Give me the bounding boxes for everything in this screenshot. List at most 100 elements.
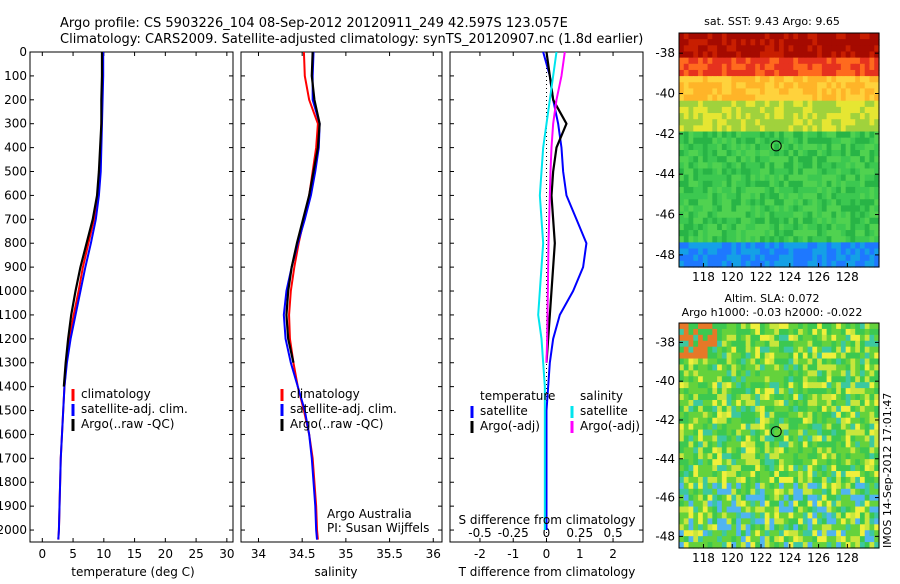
map-cell	[826, 125, 832, 133]
map-cell	[712, 340, 718, 348]
map-cell	[859, 435, 866, 443]
map-cell	[826, 217, 832, 225]
map-cell	[845, 51, 852, 59]
map-cell	[683, 334, 690, 342]
map-cell	[702, 242, 709, 250]
map-cell	[817, 236, 823, 243]
map-cell	[831, 254, 837, 262]
map-cell	[726, 180, 732, 188]
map-cell	[855, 150, 861, 157]
map-cell	[698, 174, 704, 182]
map-cell	[864, 100, 871, 108]
map-cell	[750, 39, 756, 46]
map-cell	[850, 174, 856, 182]
map-cell	[702, 45, 709, 53]
map-cell	[850, 388, 856, 395]
map-cell	[702, 113, 709, 120]
map-cell	[712, 45, 718, 53]
legend-label: climatology	[290, 387, 360, 401]
map-cell	[745, 113, 752, 120]
map-cell	[817, 494, 823, 502]
map-cell	[745, 51, 752, 59]
map-cell	[793, 494, 799, 502]
map-cell	[740, 429, 747, 437]
map-cell	[702, 429, 709, 437]
map-cell	[840, 524, 847, 531]
map-cell	[831, 63, 837, 71]
map-cell	[721, 435, 728, 443]
map-cell	[769, 242, 775, 250]
map-cell	[826, 100, 832, 108]
map-cell	[693, 417, 699, 425]
map-cell	[740, 76, 747, 83]
map-cell	[840, 358, 847, 366]
map-cell	[702, 230, 709, 237]
map-cell	[864, 370, 871, 377]
map-cell	[707, 51, 713, 59]
map-cell	[859, 69, 866, 77]
map-cell	[840, 346, 847, 354]
map-cell	[802, 236, 809, 243]
map-cell	[731, 94, 737, 102]
map-cell	[859, 88, 866, 96]
map-cell	[721, 248, 728, 256]
map-cell	[736, 530, 742, 537]
map-cell	[731, 435, 737, 443]
map-cell	[836, 193, 842, 200]
map-cell	[769, 260, 775, 268]
sst-map-title: sat. SST: 9.43 Argo: 9.65	[704, 15, 840, 28]
map-cell	[688, 340, 694, 348]
map-cell	[769, 113, 775, 120]
map-cell	[740, 39, 747, 46]
map-cell	[779, 106, 785, 114]
map-cell	[874, 193, 880, 200]
map-cell	[759, 217, 766, 225]
map-cell	[859, 106, 866, 114]
map-cell	[726, 254, 732, 262]
map-cell	[874, 217, 880, 225]
map-cell	[683, 76, 690, 83]
map-cell	[793, 33, 799, 40]
map-cell	[702, 376, 709, 383]
map-cell	[712, 242, 718, 250]
map-cell	[850, 88, 856, 96]
map-cell	[826, 137, 832, 145]
map-cell	[750, 180, 756, 188]
map-cell	[864, 328, 871, 336]
map-cell	[783, 352, 790, 360]
map-cell	[850, 39, 856, 46]
map-cell	[712, 248, 718, 256]
map-cell	[831, 156, 837, 163]
map-cell	[836, 323, 842, 330]
map-cell	[817, 254, 823, 262]
map-cell	[788, 180, 794, 188]
map-cell	[717, 211, 723, 219]
map-cell	[798, 459, 804, 466]
map-cell	[688, 205, 694, 213]
map-cell	[779, 334, 785, 342]
map-cell	[750, 524, 756, 531]
map-cell	[788, 364, 794, 371]
map-cell	[788, 512, 794, 519]
map-cell	[764, 364, 771, 371]
map-cell	[869, 352, 875, 360]
map-cell	[712, 51, 718, 59]
map-cell	[707, 137, 713, 145]
map-cell	[845, 193, 852, 200]
map-cell	[807, 223, 813, 231]
map-cell	[783, 500, 790, 508]
map-cell	[679, 399, 685, 407]
map-cell	[764, 236, 771, 243]
map-cell	[836, 186, 842, 194]
map-cell	[769, 506, 775, 514]
map-cell	[864, 45, 871, 53]
map-cell	[702, 388, 709, 395]
map-cell	[769, 131, 775, 139]
map-cell	[698, 156, 704, 163]
lon-tick-label: 120	[721, 270, 744, 284]
map-cell	[764, 156, 771, 163]
map-cell	[736, 180, 742, 188]
map-cell	[812, 459, 818, 466]
map-cell	[726, 137, 732, 145]
